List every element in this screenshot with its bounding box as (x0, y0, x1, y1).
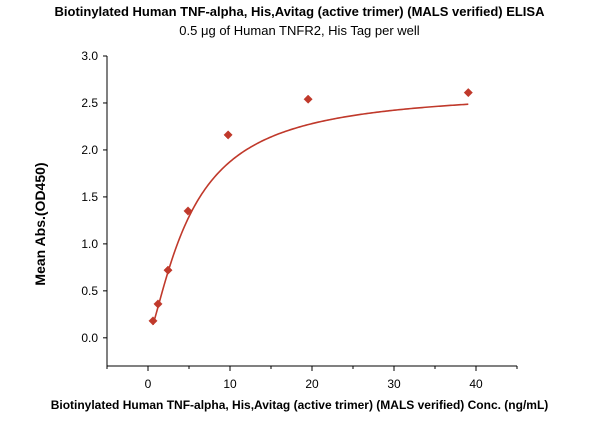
data-point (163, 265, 173, 275)
data-point (223, 130, 233, 140)
x-tick-label: 20 (305, 377, 319, 391)
y-tick-label: 1.0 (81, 237, 98, 251)
x-tick-label: 30 (387, 377, 401, 391)
x-tick-label: 10 (223, 377, 237, 391)
x-axis-label: Biotinylated Human TNF-alpha, His,Avitag… (50, 398, 549, 412)
fit-curve (152, 103, 469, 325)
data-point (153, 299, 163, 309)
chart-subtitle: 0.5 μg of Human TNFR2, His Tag per well (179, 23, 420, 38)
data-point (303, 94, 313, 104)
y-tick-label: 0.5 (81, 284, 98, 298)
y-axis-label: Mean Abs.(OD450) (32, 162, 48, 286)
y-tick-label: 0.0 (81, 331, 98, 345)
chart-title: Biotinylated Human TNF-alpha, His,Avitag… (54, 4, 545, 19)
x-tick-label: 0 (145, 377, 152, 391)
y-tick-label: 1.5 (81, 190, 98, 204)
data-point (183, 206, 193, 216)
y-tick-label: 2.0 (81, 143, 98, 157)
y-tick-label: 2.5 (81, 96, 98, 110)
y-tick-label: 3.0 (81, 49, 98, 63)
data-point (463, 88, 473, 98)
x-tick-label: 40 (469, 377, 483, 391)
data-point (148, 316, 158, 326)
